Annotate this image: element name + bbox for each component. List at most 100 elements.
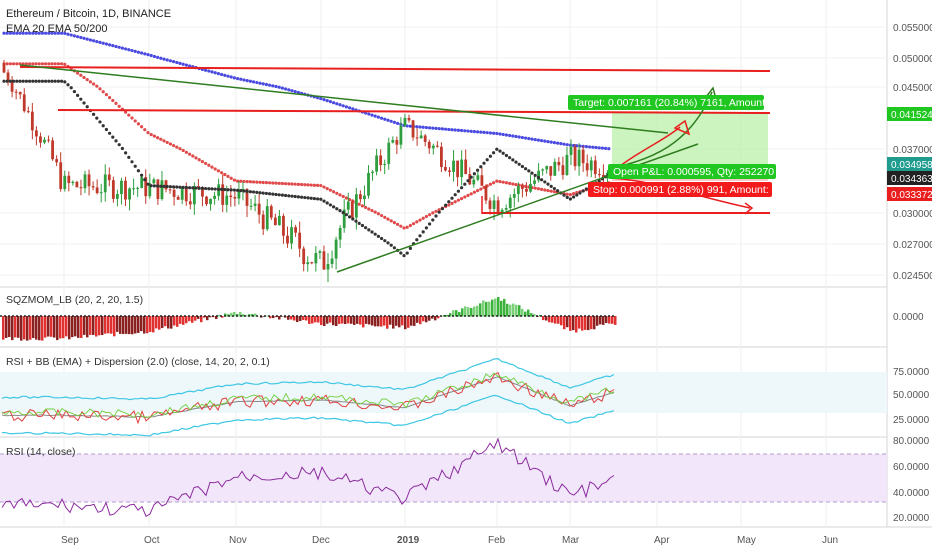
sqz-bar xyxy=(344,316,347,324)
rsi-series xyxy=(1,437,615,518)
ema20-dot xyxy=(325,201,329,205)
ema20-dot xyxy=(469,175,473,179)
red-level-mid[interactable] xyxy=(57,109,771,114)
triangle-lower[interactable] xyxy=(336,143,699,273)
sqz-bar xyxy=(590,316,593,330)
ema200-dot xyxy=(24,31,28,35)
ema200-dot xyxy=(466,129,470,133)
ema50-dot xyxy=(383,215,387,219)
ema200-dot xyxy=(389,119,393,123)
ema50-dot xyxy=(540,187,544,191)
ema20-dot xyxy=(236,188,240,192)
ema200-dot xyxy=(258,81,262,85)
ema50-dot xyxy=(172,143,176,148)
candle-body xyxy=(2,63,6,73)
ema50-dot xyxy=(162,139,166,143)
ema200-dot xyxy=(418,125,422,129)
ema200-dot xyxy=(252,80,256,84)
ema20-dot xyxy=(440,207,444,211)
sqz-bar xyxy=(179,316,182,324)
candle-body xyxy=(6,72,10,83)
ema20-dot xyxy=(124,151,128,155)
candle-body xyxy=(168,189,172,191)
ema20-dot xyxy=(85,105,89,109)
ema200-dot xyxy=(277,85,281,89)
bb-upper xyxy=(1,357,615,401)
target-zone[interactable] xyxy=(612,113,768,166)
candle-body xyxy=(197,186,200,188)
sqz-bar xyxy=(461,308,464,317)
candle-body xyxy=(124,180,127,200)
sqz-bar xyxy=(74,316,77,337)
sqz-bar xyxy=(203,316,206,318)
ema200-dot xyxy=(18,31,22,35)
ema20-dot xyxy=(178,185,182,189)
ema20-dot xyxy=(168,185,172,189)
ema20-dot xyxy=(463,182,467,186)
ema50-dot xyxy=(437,208,441,212)
rsibb-tick-75: 75.0000 xyxy=(893,367,930,378)
candle-body xyxy=(553,161,557,176)
ema20-dot xyxy=(293,194,297,199)
ema200-dot xyxy=(50,31,54,35)
ema50-dot xyxy=(460,196,464,201)
ema20-dot xyxy=(549,184,553,188)
sqz-bar xyxy=(161,316,164,329)
ema20-dot xyxy=(456,189,460,193)
time-label-sep: Sep xyxy=(61,535,79,546)
ema20-dot xyxy=(303,195,307,200)
sqz-bar xyxy=(446,314,449,317)
ema50-dot xyxy=(88,80,92,84)
projection-red-arrowhead xyxy=(673,119,691,136)
ema20-dot xyxy=(319,197,323,201)
ema50-dot xyxy=(469,192,473,196)
rsibb-axis[interactable]: 75.0000 50.0000 25.0000 xyxy=(893,367,930,426)
triangle-upper[interactable] xyxy=(19,64,669,134)
svg-text:0.034958: 0.034958 xyxy=(891,160,932,171)
ema20-dot xyxy=(492,151,496,155)
ema200-dot xyxy=(69,33,73,37)
ema20-dot xyxy=(50,79,54,83)
level-badge: 0.041524 xyxy=(887,107,932,121)
ema50-dot xyxy=(575,191,579,195)
sqz-bar xyxy=(221,316,224,318)
ema20-dot xyxy=(24,79,28,83)
rsi-axis[interactable]: 80.0000 60.0000 40.0000 20.0000 xyxy=(893,436,930,524)
ema200-dot xyxy=(604,146,608,151)
ema50-dot xyxy=(408,223,412,228)
price-axis[interactable]: 0.055000 0.050000 0.045000 0.037000 0.03… xyxy=(887,23,932,282)
ema200-dot xyxy=(383,117,387,121)
sqz-bar xyxy=(47,316,50,337)
ema50-dot xyxy=(476,189,480,193)
sqz-bar xyxy=(260,316,263,318)
price-tick-5: 0.030000 xyxy=(893,209,932,220)
ema20-dot xyxy=(188,186,192,190)
ema200-dot xyxy=(341,104,345,108)
sqz-bar xyxy=(113,316,116,337)
ema50-dot xyxy=(508,181,512,185)
ema50-dot xyxy=(463,195,467,199)
ema50-dot xyxy=(213,167,217,171)
ema20-dot xyxy=(229,188,233,192)
sqz-bar xyxy=(416,316,419,323)
ema20-dot xyxy=(220,187,224,191)
ema20-dot xyxy=(328,203,332,207)
sqz-bar xyxy=(101,316,104,336)
time-axis[interactable]: Sep Oct Nov Dec 2019 Feb Mar Apr May Jun xyxy=(61,535,838,546)
open-pl-label: Open P&L: 0.000595, Qty: 252270 xyxy=(608,164,776,179)
candle-body xyxy=(484,185,488,201)
ema50-dot xyxy=(300,182,304,187)
ema200-dot xyxy=(600,146,605,150)
sqz-bar xyxy=(563,316,566,330)
ema50-dot xyxy=(504,181,508,185)
red-level-top[interactable] xyxy=(19,66,771,72)
candle-body xyxy=(172,189,176,197)
ema200-dot xyxy=(351,107,355,111)
ema50-dot xyxy=(108,95,112,100)
ema20-dot xyxy=(175,185,179,189)
ema50-dot xyxy=(373,210,377,214)
ema20-dot xyxy=(540,178,544,182)
candle-body xyxy=(383,163,387,166)
sqz-axis[interactable]: 0.0000 xyxy=(893,312,924,323)
